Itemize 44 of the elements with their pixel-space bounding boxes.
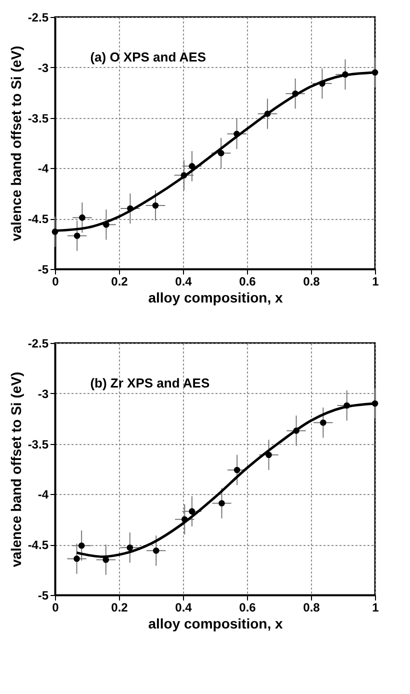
y-tick-label: -2.5 — [28, 336, 49, 350]
x-tick-label: 1 — [372, 274, 380, 288]
point — [152, 547, 160, 554]
annotation: (b) Zr XPS and AES — [90, 375, 210, 390]
point — [188, 163, 196, 170]
x-tick-label: 0 — [52, 600, 60, 614]
point — [152, 202, 159, 209]
y-tick-label: -5 — [38, 588, 49, 602]
x-tick-label: 0.6 — [239, 274, 256, 288]
point — [78, 542, 85, 549]
x-axis-title: alloy composition, x — [148, 290, 283, 306]
point — [188, 508, 196, 514]
x-tick-label: 0.8 — [303, 600, 320, 614]
point — [266, 452, 272, 458]
annotation: (a) O XPS and AES — [90, 49, 206, 64]
y-tick-label: -4 — [38, 488, 49, 502]
point — [218, 150, 224, 156]
y-tick-label: -3 — [38, 386, 49, 401]
point — [234, 466, 240, 474]
y-tick-label: -3 — [38, 60, 49, 75]
y-tick-label: -3.5 — [28, 111, 49, 126]
x-tick-label: 0.2 — [111, 600, 128, 614]
point — [320, 419, 326, 426]
point — [218, 500, 225, 506]
y-tick-label: -4 — [38, 162, 49, 176]
x-tick-label: 0.8 — [303, 274, 320, 288]
y-axis-title: valence band offset to Si (eV) — [8, 46, 24, 242]
x-tick-label: 1 — [372, 600, 380, 614]
x-tick-label: 0 — [52, 274, 60, 288]
point — [74, 232, 80, 239]
x-tick-label: 0.2 — [111, 274, 128, 288]
y-tick-label: -5 — [38, 262, 49, 276]
y-tick-label: -4.5 — [28, 538, 49, 552]
y-tick-label: -2.5 — [28, 10, 49, 24]
x-axis-title: alloy composition, x — [148, 616, 283, 632]
point — [74, 556, 80, 562]
y-tick-label: -4.5 — [28, 212, 49, 226]
x-tick-label: 0.4 — [175, 274, 192, 288]
point — [126, 544, 134, 551]
x-tick-label: 0.6 — [239, 600, 256, 614]
x-tick-label: 0.4 — [175, 600, 192, 614]
y-axis-title: valence band offset to Si (eV) — [8, 372, 24, 568]
y-tick-label: -3.5 — [28, 437, 49, 452]
point — [79, 214, 86, 221]
